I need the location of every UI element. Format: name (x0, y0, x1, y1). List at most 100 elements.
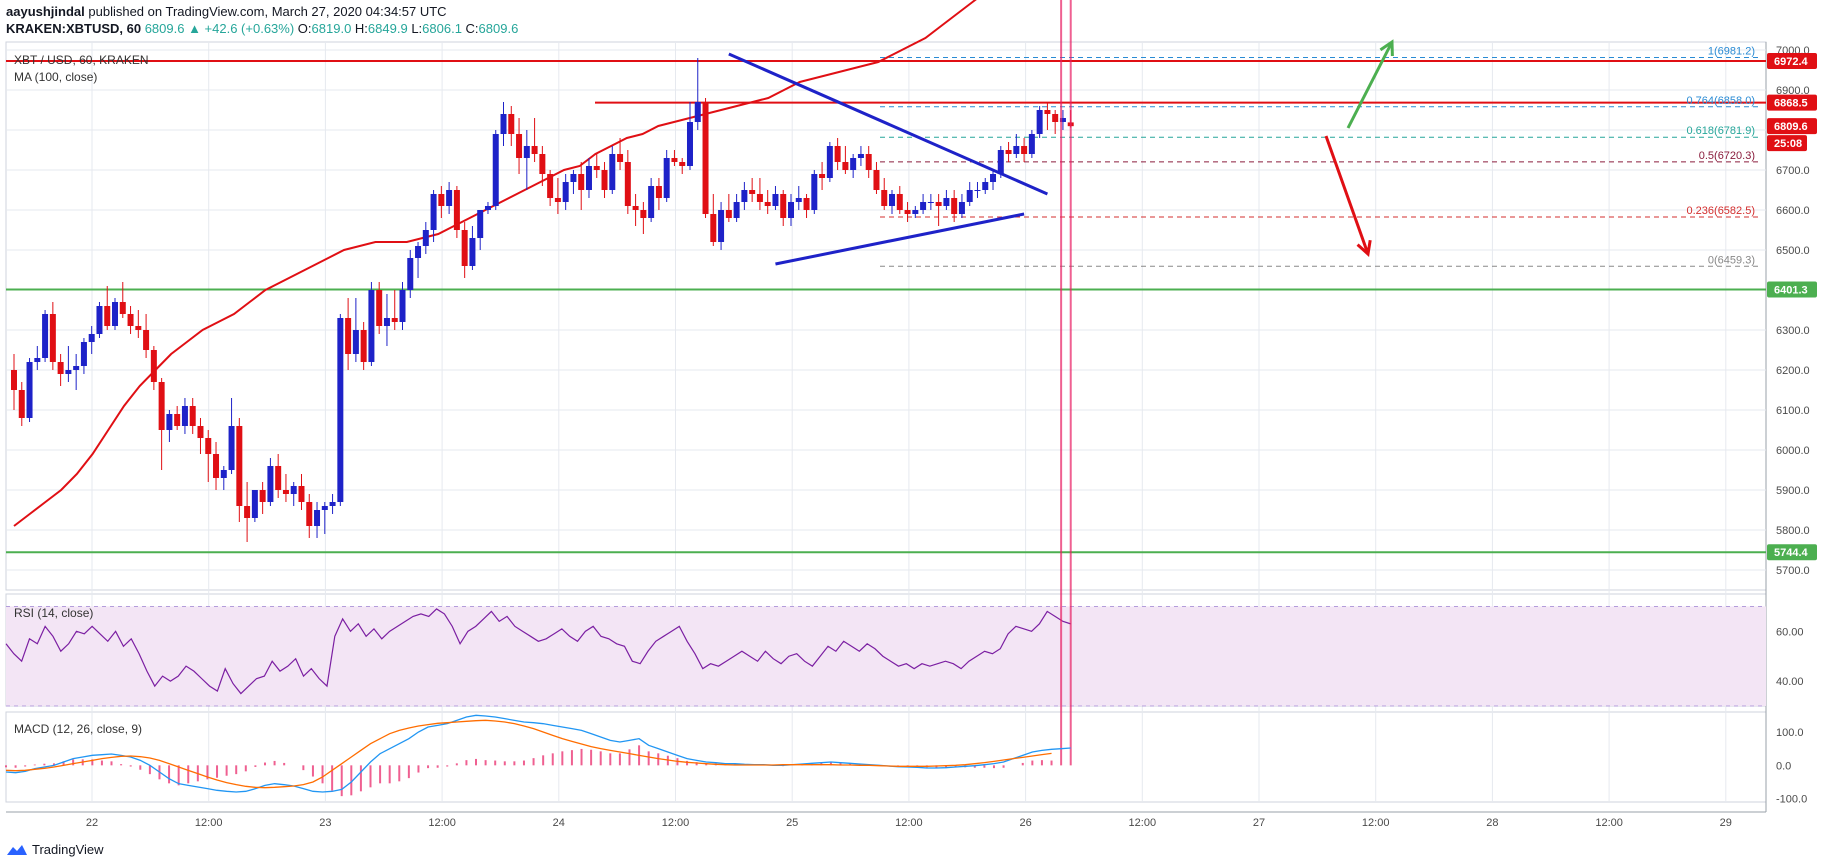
candle-body (500, 114, 507, 134)
candle-body (376, 290, 383, 326)
candle-body (189, 406, 196, 426)
candle-body (811, 174, 818, 210)
level-price-tag (1767, 544, 1817, 561)
rsi-tick-label: 60.00 (1776, 626, 1804, 638)
close-value: 6809.6 (478, 21, 519, 36)
candle-body (446, 190, 453, 206)
candle-body (927, 202, 934, 203)
price-tick-label: 5700.0 (1776, 565, 1810, 577)
candle-body (360, 330, 367, 362)
candle-body (539, 154, 546, 174)
bullish-arrow-head (1379, 39, 1394, 57)
author-name[interactable]: aayushjindal (6, 4, 85, 19)
price-change: 6809.6 ▲ +42.6 (+0.63%) (144, 21, 295, 36)
candle-body (974, 190, 981, 191)
tradingview-logo[interactable]: TradingView (6, 842, 104, 857)
candle-body (492, 134, 499, 206)
candle-body (554, 198, 561, 202)
candle-body (1013, 146, 1020, 154)
candle-body (415, 246, 422, 258)
last-price-tag (1767, 118, 1817, 135)
candle-body (329, 502, 336, 506)
candle-body (26, 362, 33, 418)
price-tick-label: 6200.0 (1776, 365, 1810, 377)
time-tick-label: 28 (1486, 817, 1498, 829)
candle-body (516, 134, 523, 158)
candle-body (314, 510, 321, 526)
macd-tick-label: 0.0 (1776, 760, 1791, 772)
descending-trendline (728, 52, 1049, 196)
time-tick-label: 23 (319, 817, 331, 829)
panel-frame (5, 711, 1767, 803)
level-price-tag-label: 6401.3 (1774, 284, 1808, 296)
candle-body (220, 470, 227, 478)
fib-label: 0.618(6781.9) (1687, 125, 1756, 137)
candle-body (578, 174, 585, 190)
candle-body (368, 290, 375, 362)
candle-body (1021, 146, 1028, 154)
candle-body (73, 366, 80, 370)
tradingview-icon (7, 844, 27, 855)
macd-panel[interactable] (5, 0, 1072, 797)
candle-body (803, 198, 810, 210)
candle-body (345, 318, 352, 354)
candle-body (850, 158, 857, 170)
candle-body (966, 190, 973, 202)
candle-body (585, 166, 592, 190)
candle-body (725, 210, 732, 218)
candle-body (982, 182, 989, 190)
level-price-tag (1767, 94, 1817, 111)
ma-legend: MA (100, close) (14, 70, 97, 84)
pair-legend: XBT / USD, 60, KRAKEN (14, 53, 149, 67)
annotations (1324, 39, 1394, 257)
candle-body (236, 426, 243, 506)
fib-label: 1(6981.2) (1708, 46, 1755, 58)
candle-body (267, 466, 274, 502)
candle-body (640, 210, 647, 218)
candle-body (80, 342, 87, 366)
price-panel[interactable]: 1(6981.2) 0.764(6858.0) 0.618(6781.9) 0.5(6… (6, 0, 1766, 554)
countdown-tag (1767, 135, 1807, 152)
candle-body (275, 466, 282, 490)
candle-body (609, 154, 616, 190)
candle-body (710, 214, 717, 242)
chart-header: aayushjindal published on TradingView.co… (6, 4, 518, 38)
candle-body (834, 146, 841, 162)
candle-body (158, 382, 165, 430)
high-value: 6849.9 (367, 21, 408, 36)
candle-body (321, 506, 328, 510)
candle-body (337, 318, 344, 502)
candle-body (422, 230, 429, 246)
candle-body (904, 210, 911, 214)
price-tick-label: 6000.0 (1776, 445, 1810, 457)
ma100-line (13, 0, 977, 527)
candle-body (780, 194, 787, 218)
candle-body (523, 146, 530, 158)
time-tick-label: 12:00 (1129, 817, 1157, 829)
time-tick-label: 22 (86, 817, 98, 829)
candle-body (104, 306, 111, 326)
candle-body (18, 390, 25, 418)
rsi-panel[interactable] (5, 605, 1766, 707)
candle-body (679, 162, 686, 166)
candle-body (508, 114, 515, 134)
candle-body (127, 314, 134, 326)
countdown-label: 25:08 (1774, 138, 1802, 150)
time-tick-label: 12:00 (195, 817, 223, 829)
candle-body (461, 230, 468, 266)
candle-body (617, 154, 624, 162)
level-price-tag-label: 5744.4 (1774, 547, 1809, 559)
candle-body (865, 154, 872, 170)
candle-body (686, 122, 693, 166)
fib-label: 0(6459.3) (1708, 254, 1755, 266)
last-price-label: 6809.6 (1774, 121, 1808, 133)
candle-body (702, 102, 709, 214)
time-tick-label: 12:00 (428, 817, 456, 829)
candle-body (298, 486, 305, 502)
candle-body (174, 414, 181, 426)
candle-body (881, 190, 888, 206)
candle-body (399, 290, 406, 322)
price-tick-label: 6700.0 (1776, 165, 1810, 177)
candle-body (1059, 118, 1066, 122)
